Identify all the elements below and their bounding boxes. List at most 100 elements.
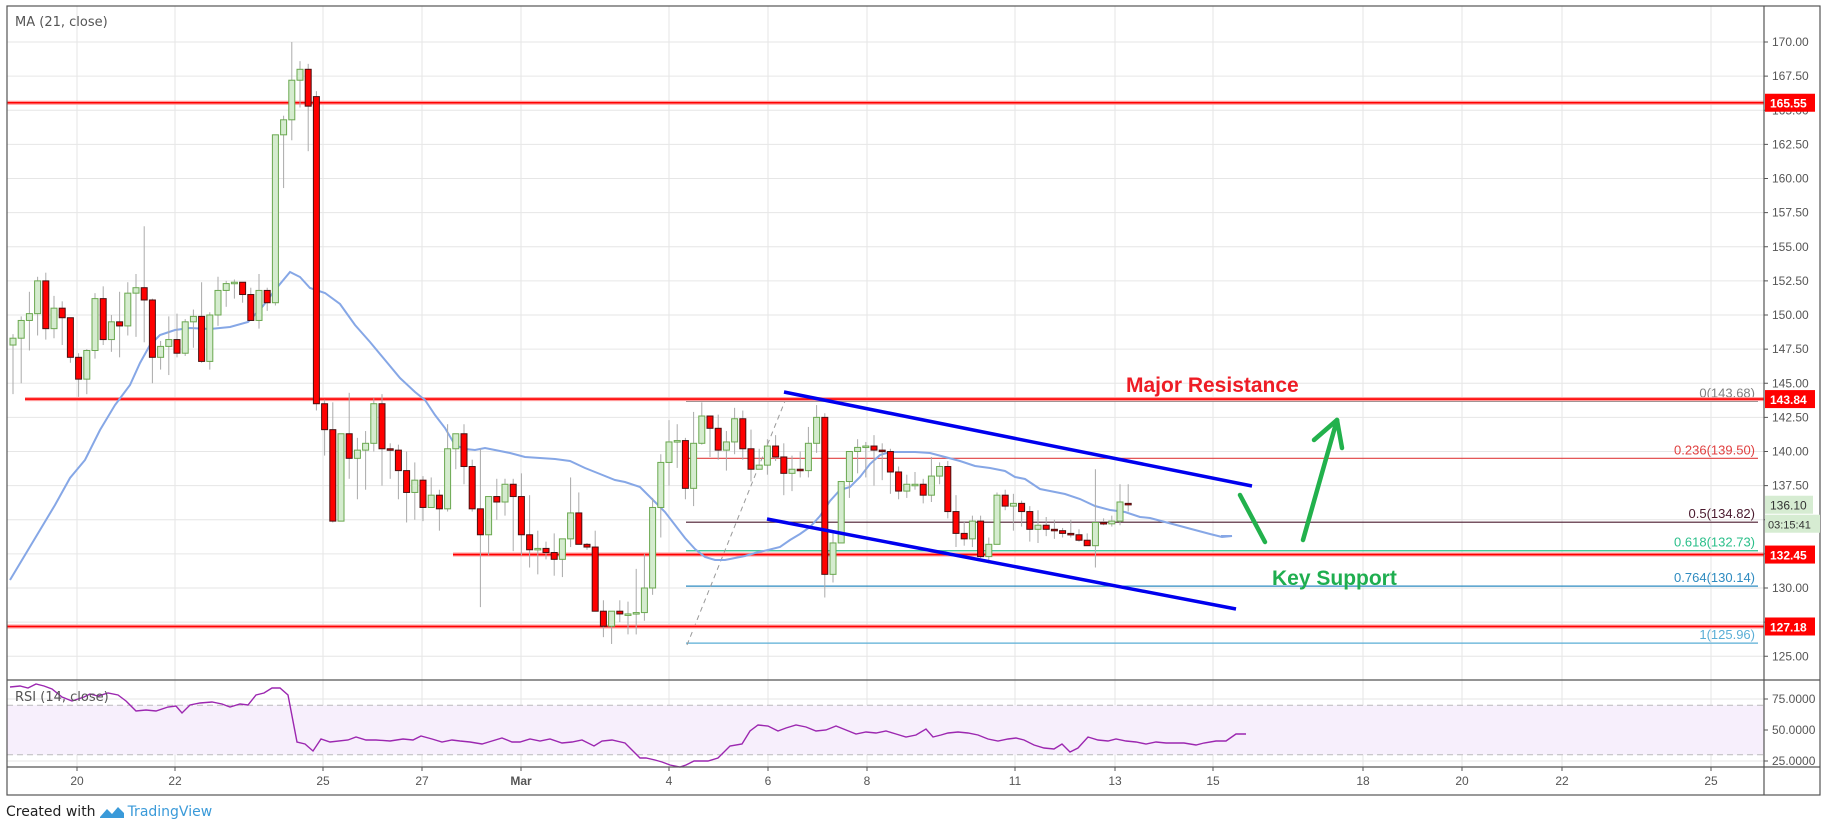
candle-down[interactable]	[58, 307, 66, 319]
candle-up[interactable]	[501, 483, 509, 503]
candle-down[interactable]	[517, 496, 525, 536]
candle-up[interactable]	[255, 289, 263, 321]
candle-up[interactable]	[189, 315, 197, 323]
candle-up[interactable]	[1034, 524, 1042, 530]
candle-up[interactable]	[1091, 521, 1099, 547]
candle-up[interactable]	[337, 433, 345, 522]
candle-down[interactable]	[591, 546, 599, 612]
candle-down[interactable]	[944, 466, 952, 513]
candle-down[interactable]	[345, 433, 353, 459]
candle-down[interactable]	[583, 543, 591, 548]
candle-down[interactable]	[509, 483, 517, 498]
annotation-text[interactable]: Major Resistance	[1126, 374, 1299, 397]
candle-up[interactable]	[280, 119, 288, 136]
candle-up[interactable]	[485, 496, 493, 536]
candle-up[interactable]	[452, 433, 460, 450]
candle-down[interactable]	[526, 534, 534, 551]
candle-down[interactable]	[329, 429, 337, 522]
candle-down[interactable]	[1059, 530, 1067, 534]
candle-down[interactable]	[772, 445, 780, 458]
candle-down[interactable]	[886, 451, 894, 473]
candle-down[interactable]	[796, 468, 804, 472]
candle-down[interactable]	[542, 547, 550, 554]
candle-up[interactable]	[288, 79, 296, 121]
candle-up[interactable]	[222, 283, 230, 291]
candle-down[interactable]	[977, 520, 985, 558]
channel-lower-line[interactable]	[766, 517, 1237, 611]
candle-up[interactable]	[206, 314, 214, 362]
candle-up[interactable]	[165, 339, 173, 347]
candle-down[interactable]	[960, 532, 968, 540]
candle-down[interactable]	[173, 339, 181, 354]
candle-up[interactable]	[911, 483, 919, 487]
candle-up[interactable]	[649, 506, 657, 589]
tradingview-brand-link[interactable]: TradingView	[127, 804, 213, 820]
candle-up[interactable]	[370, 403, 378, 444]
candle-down[interactable]	[821, 416, 829, 575]
candle-down[interactable]	[239, 281, 247, 296]
candle-up[interactable]	[657, 461, 665, 508]
candle-down[interactable]	[1026, 511, 1034, 530]
candle-down[interactable]	[75, 356, 83, 380]
candle-down[interactable]	[419, 479, 427, 508]
candle-up[interactable]	[132, 287, 140, 294]
candle-down[interactable]	[870, 445, 878, 451]
candle-up[interactable]	[985, 543, 993, 558]
channel-upper-line[interactable]	[783, 390, 1253, 488]
fib-trendline[interactable]	[686, 400, 786, 646]
candle-up[interactable]	[83, 349, 91, 380]
candle-down[interactable]	[919, 483, 927, 496]
candle-up[interactable]	[91, 298, 99, 351]
candle-up[interactable]	[829, 542, 837, 575]
candle-down[interactable]	[460, 433, 468, 468]
candle-down[interactable]	[550, 552, 558, 560]
candle-up[interactable]	[763, 445, 771, 466]
candle-up[interactable]	[755, 464, 763, 470]
candle-down[interactable]	[616, 610, 624, 615]
candle-down[interactable]	[148, 299, 156, 358]
candle-down[interactable]	[780, 456, 788, 474]
candle-up[interactable]	[534, 547, 542, 551]
ma-indicator-label[interactable]: MA (21, close)	[15, 15, 108, 30]
candle-up[interactable]	[181, 321, 189, 354]
candle-up[interactable]	[34, 280, 42, 315]
candle-up[interactable]	[50, 307, 58, 330]
candle-up[interactable]	[698, 415, 706, 444]
candle-up[interactable]	[624, 613, 632, 616]
candle-up[interactable]	[353, 449, 361, 459]
candle-down[interactable]	[247, 294, 255, 321]
candle-up[interactable]	[25, 313, 33, 321]
candle-up[interactable]	[157, 345, 165, 358]
candle-down[interactable]	[1124, 502, 1132, 506]
candle-up[interactable]	[936, 466, 944, 477]
candle-up[interactable]	[690, 442, 698, 489]
candle-up[interactable]	[608, 610, 616, 627]
candle-up[interactable]	[1108, 520, 1116, 525]
candle-up[interactable]	[731, 418, 739, 443]
candle-down[interactable]	[1067, 532, 1075, 536]
candle-down[interactable]	[403, 470, 411, 493]
candle-up[interactable]	[362, 442, 370, 451]
candle-up[interactable]	[632, 612, 640, 615]
candle-up[interactable]	[124, 292, 132, 327]
candle-down[interactable]	[493, 496, 501, 503]
candle-up[interactable]	[444, 448, 452, 510]
candle-up[interactable]	[927, 475, 935, 496]
candle-down[interactable]	[1075, 534, 1083, 541]
candle-up[interactable]	[640, 587, 648, 614]
candle-up[interactable]	[804, 442, 812, 472]
candle-down[interactable]	[66, 317, 74, 358]
candle-up[interactable]	[9, 337, 17, 346]
candle-up[interactable]	[788, 468, 796, 474]
candle-down[interactable]	[116, 321, 124, 327]
candle-up[interactable]	[722, 441, 730, 451]
candle-down[interactable]	[304, 68, 312, 107]
candle-up[interactable]	[837, 481, 845, 544]
candle-down[interactable]	[714, 427, 722, 451]
candle-up[interactable]	[813, 416, 821, 444]
candle-up[interactable]	[17, 319, 25, 339]
candle-up[interactable]	[903, 483, 911, 492]
candle-down[interactable]	[878, 449, 886, 453]
candle-up[interactable]	[271, 134, 279, 304]
candle-down[interactable]	[575, 512, 583, 545]
